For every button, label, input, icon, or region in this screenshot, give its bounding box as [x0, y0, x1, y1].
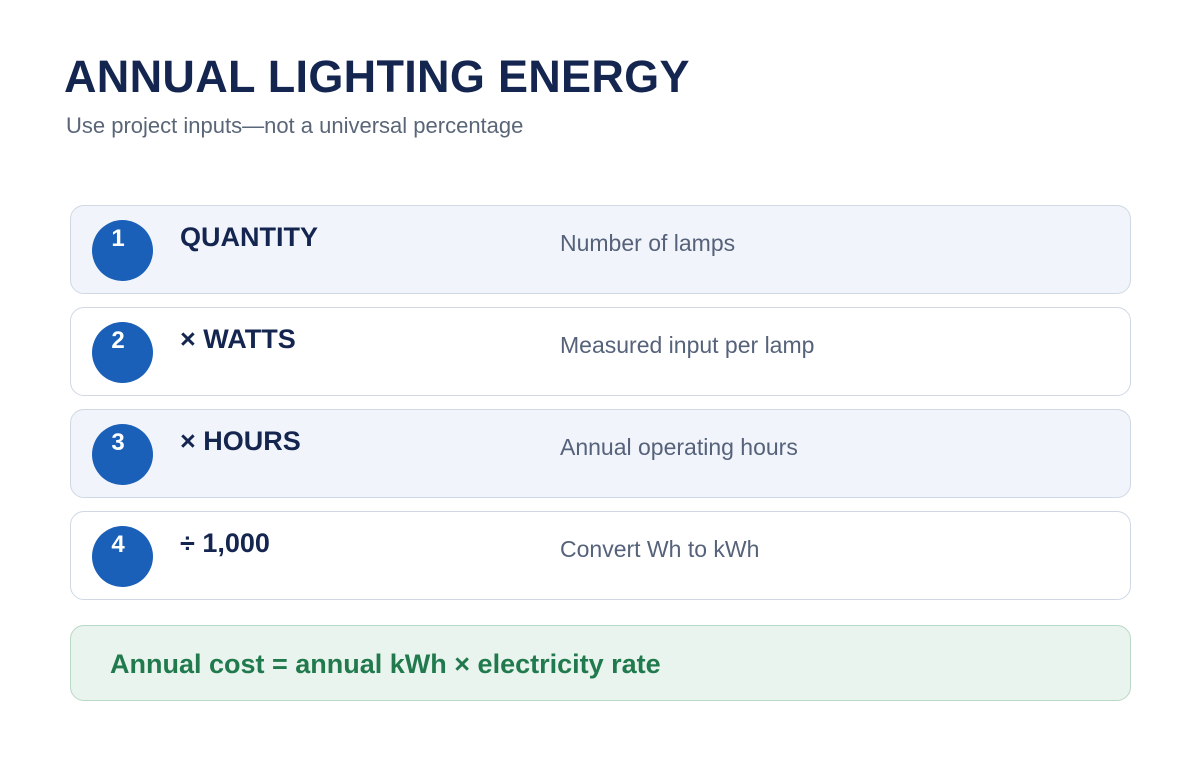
step-operation: × HOURS: [180, 426, 301, 456]
step-description: Measured input per lamp: [560, 332, 815, 358]
step-number-badge: 3: [92, 424, 153, 485]
page-title: ANNUAL LIGHTING ENERGY: [64, 51, 690, 102]
step-number-badge: 4: [92, 526, 153, 587]
step-card-convert: 4 ÷ 1,000 Convert Wh to kWh: [70, 511, 1131, 600]
step-operation: ÷ 1,000: [180, 528, 270, 558]
page-subtitle: Use project inputs—not a universal perce…: [66, 113, 524, 138]
step-number: 3: [111, 429, 125, 456]
step-description: Annual operating hours: [560, 434, 798, 460]
step-number: 4: [111, 531, 125, 558]
step-number-badge: 1: [92, 220, 153, 281]
step-number: 2: [111, 327, 125, 354]
annual-cost-formula: Annual cost = annual kWh × electricity r…: [110, 649, 661, 679]
step-card-quantity: 1 QUANTITY Number of lamps: [70, 205, 1131, 294]
step-number: 1: [111, 225, 125, 252]
step-description: Number of lamps: [560, 230, 736, 256]
step-operation: × WATTS: [180, 324, 296, 354]
step-card-watts: 2 × WATTS Measured input per lamp: [70, 307, 1131, 396]
step-description: Convert Wh to kWh: [560, 536, 760, 562]
step-operation: QUANTITY: [180, 222, 318, 252]
step-number-badge: 2: [92, 322, 153, 383]
step-card-hours: 3 × HOURS Annual operating hours: [70, 409, 1131, 498]
annual-cost-result-box: Annual cost = annual kWh × electricity r…: [70, 625, 1131, 701]
step-list: 1 QUANTITY Number of lamps 2 × WATTS Mea…: [70, 205, 1131, 613]
